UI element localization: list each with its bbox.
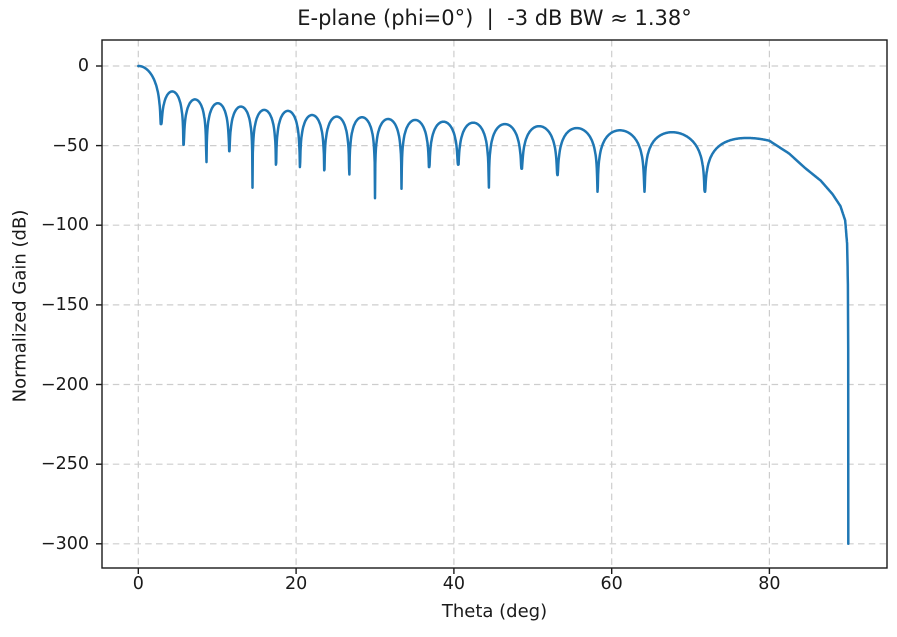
y-tick-label: −300 xyxy=(40,533,89,554)
x-tick-label: 60 xyxy=(600,574,623,594)
grid-lines xyxy=(102,40,887,568)
x-tick-label: 0 xyxy=(132,574,144,594)
tick-marks xyxy=(96,65,771,574)
pattern-curve xyxy=(137,64,850,546)
y-tick-label: −250 xyxy=(40,454,89,475)
y-tick-label: −50 xyxy=(52,135,89,156)
chart-title: E-plane (phi=0°) | -3 dB BW ≈ 1.38° xyxy=(297,6,692,30)
plot-border xyxy=(101,39,888,569)
y-tick-label: −150 xyxy=(40,294,89,315)
y-tick-label: −200 xyxy=(40,374,89,395)
x-tick-label: 80 xyxy=(758,574,781,594)
y-tick-label: −100 xyxy=(40,215,89,236)
x-axis-label: Theta (deg) xyxy=(441,601,548,622)
y-tick-label: 0 xyxy=(77,55,89,76)
x-tick-label: 40 xyxy=(442,574,465,594)
x-tick-label: 20 xyxy=(284,574,308,594)
